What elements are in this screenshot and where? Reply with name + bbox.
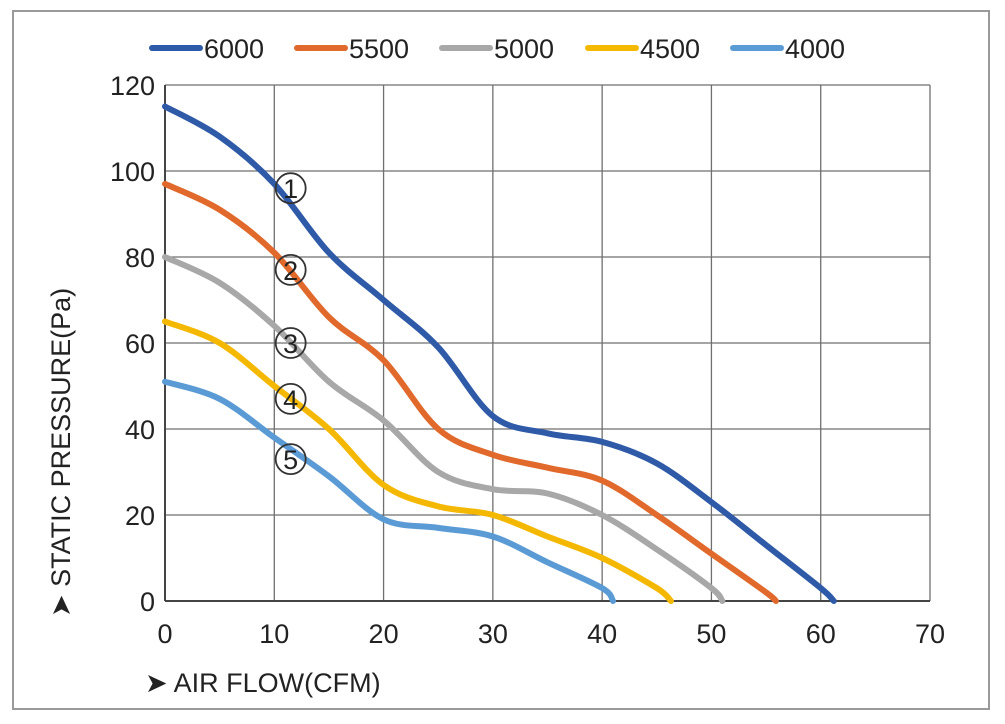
legend-label-5500: 5500 [349,34,409,64]
series-line-5000 [162,254,726,604]
legend-label-4000: 4000 [785,34,845,64]
x-tick-label: 0 [157,619,172,649]
curve-marker-label-5: 5 [283,445,298,475]
y-axis-label: ➤ STATIC PRESSURE(Pa) [46,288,76,617]
axes: 0 10 20 30 40 50 60 70 0 20 40 60 80 100 120 [110,71,945,649]
y-tick-label: 80 [125,243,155,273]
grid [164,84,931,602]
axis-labels: ➤ AIR FLOW(CFM) ➤ STATIC PRESSURE(Pa) [46,288,381,698]
series-lines [162,103,837,604]
x-tick-label: 40 [587,619,617,649]
legend-label-6000: 6000 [204,34,264,64]
series-line-4500 [162,318,674,604]
curve-marker-label-4: 4 [283,385,298,415]
x-tick-label: 10 [259,619,289,649]
x-tick-label: 60 [806,619,836,649]
x-tick-label: 70 [915,619,945,649]
curve-marker-circle-5 [274,443,307,476]
y-tick-label: 0 [140,587,155,617]
curve-marker-label-2: 2 [283,256,298,286]
x-tick-label: 50 [696,619,726,649]
series-line-4000 [162,378,617,604]
curve-marker-label-3: 3 [283,329,298,359]
x-tick-label: 20 [369,619,399,649]
curve-marker-label-1: 1 [283,174,298,204]
legend: 6000 5500 5000 4500 4000 [149,34,845,64]
series-line-5500 [162,180,779,604]
curve-marker-circle-4 [274,382,307,415]
y-tick-label: 20 [125,501,155,531]
curve-marker-circle-2 [274,253,307,286]
curve-markers: 1 2 3 4 5 [274,172,307,476]
series-line-6000 [162,103,837,604]
y-tick-label: 40 [125,415,155,445]
curve-marker-circle-3 [274,327,307,359]
y-tick-label: 60 [125,329,155,359]
y-tick-label: 120 [110,71,155,101]
curve-marker-circle-1 [274,172,307,205]
x-axis-label: ➤ AIR FLOW(CFM) [145,668,381,698]
x-tick-label: 30 [478,619,508,649]
legend-label-5000: 5000 [494,34,554,64]
y-tick-label: 100 [110,157,155,187]
legend-label-4500: 4500 [640,34,700,64]
